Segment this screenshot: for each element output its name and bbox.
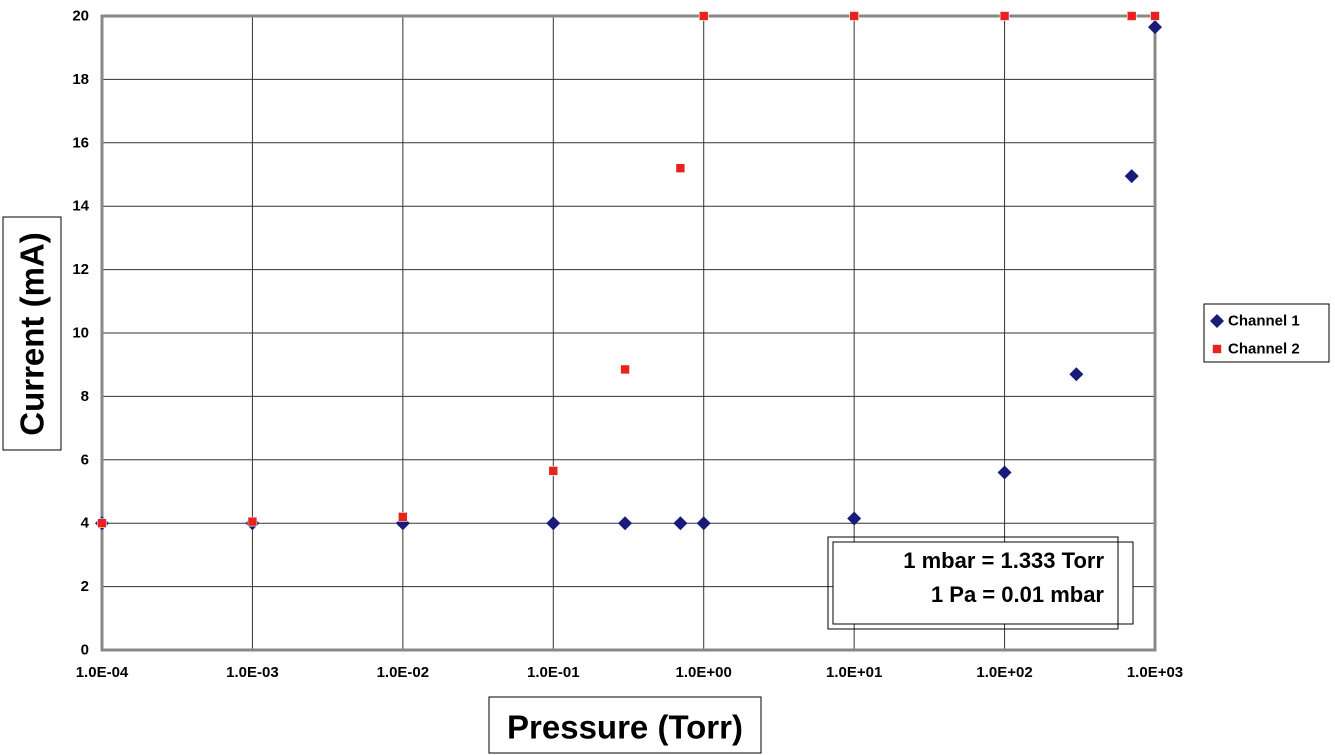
data-point [849,11,859,21]
y-tick-labels: 0 2 4 6 8 10 12 14 16 18 20 [72,8,89,659]
data-point [398,512,408,522]
data-point [696,516,711,531]
x-tick-label: 1.0E-01 [527,664,580,681]
data-point [698,11,709,21]
y-tick-label: 4 [81,515,90,532]
x-tick-label: 1.0E+01 [826,664,882,681]
data-points [95,11,1162,531]
y-tick-label: 0 [81,642,89,659]
y-tick-label: 6 [81,451,89,468]
y-tick-label: 14 [72,198,89,215]
data-point [999,11,1010,21]
x-axis-title-text: Pressure (Torr) [507,709,743,746]
y-tick-label: 16 [72,134,89,151]
y-axis-title-text: Current (mA) [14,232,51,436]
plot-area-border [100,14,1157,652]
series-2 [97,11,1160,529]
x-tick-label: 1.0E-03 [226,664,279,681]
x-tick-label: 1.0E+03 [1127,664,1183,681]
data-point [618,516,633,531]
x-axis-title: Pressure (Torr) [488,696,762,754]
legend-label: Channel 1 [1228,313,1300,330]
conversion-note: 1 mbar = 1.333 Torr 1 Pa = 0.01 mbar [827,536,1134,630]
data-point [1124,169,1139,184]
data-point [1126,11,1137,21]
series-1 [95,20,1162,531]
data-point [673,516,688,531]
data-point [1148,20,1162,35]
x-tick-labels: 1.0E-04 1.0E-03 1.0E-02 1.0E-01 1.0E+00 1.0E+… [76,664,1183,681]
x-tick-label: 1.0E+00 [676,664,732,681]
data-point [847,511,862,526]
y-tick-label: 2 [81,578,89,595]
data-point [247,516,258,527]
data-point [675,163,686,173]
legend: Channel 1 Channel 2 [1203,303,1330,363]
legend-marker [1210,314,1224,328]
y-tick-label: 20 [72,8,89,25]
legend-marker [1212,344,1222,354]
data-point [97,518,107,529]
y-tick-label: 10 [72,325,89,342]
x-tick-label: 1.0E+02 [976,664,1032,681]
y-tick-label: 18 [72,71,89,88]
data-point [1150,11,1160,21]
x-tick-label: 1.0E-04 [76,664,129,681]
data-point [548,466,559,476]
x-tick-label: 1.0E-02 [377,664,430,681]
data-point [546,516,561,531]
y-tick-label: 12 [72,261,89,278]
data-point [620,364,630,375]
note-line-pa-mbar: 1 Pa = 0.01 mbar [931,582,1104,607]
data-point [997,465,1012,480]
data-point [1069,367,1084,382]
legend-label: Channel 2 [1228,341,1300,358]
y-tick-label: 8 [81,388,89,405]
y-axis-title: Current (mA) [2,216,62,451]
note-line-mbar-torr: 1 mbar = 1.333 Torr [903,548,1104,573]
